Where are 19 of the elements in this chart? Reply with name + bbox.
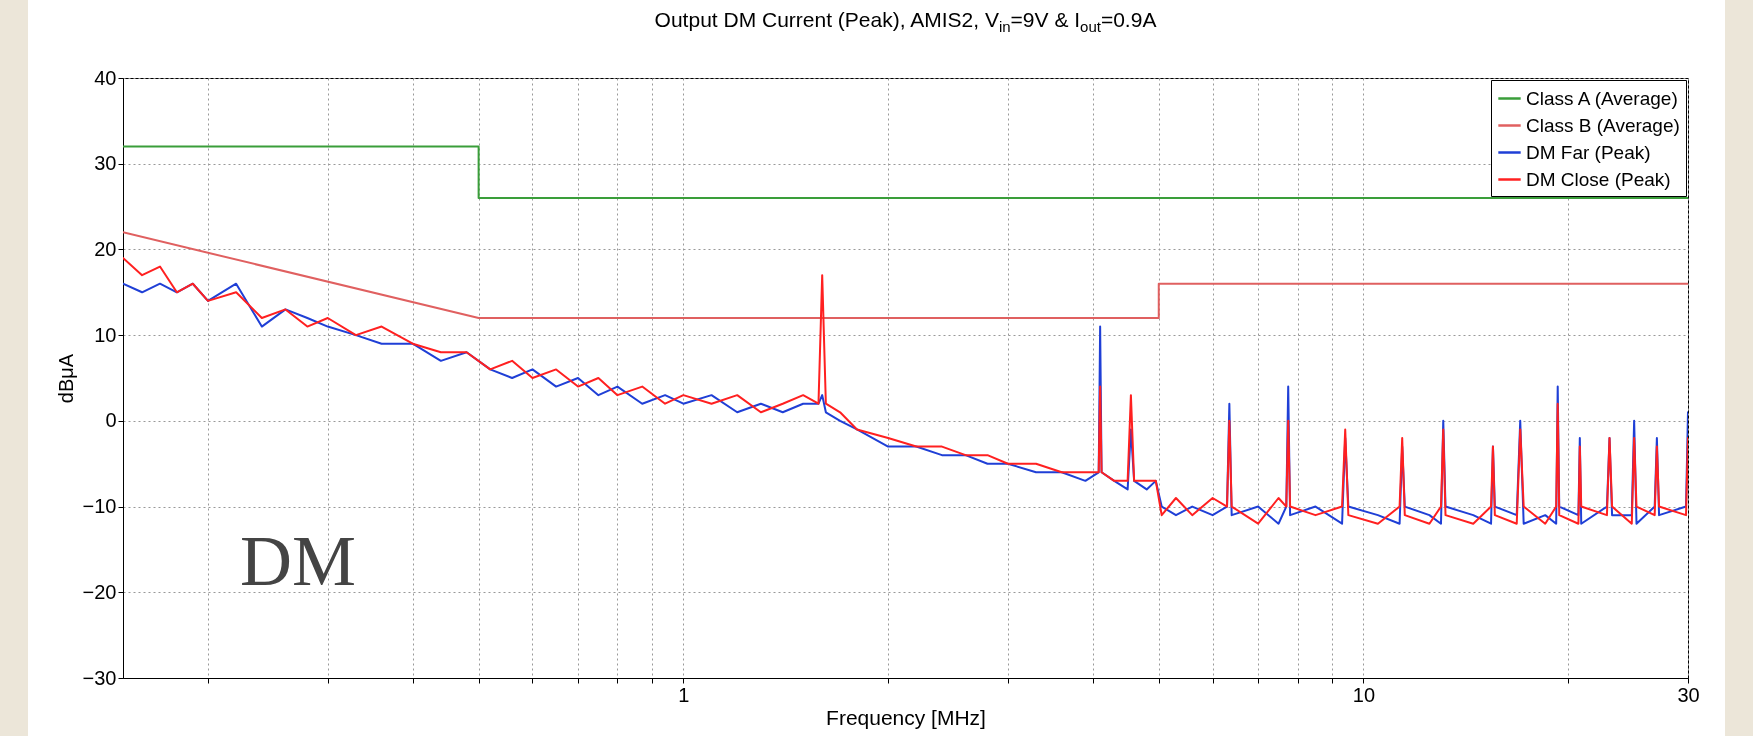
- y-tick-label: 10: [94, 323, 117, 346]
- y-tick-label: −20: [82, 580, 117, 603]
- legend-label: Class B (Average): [1526, 114, 1680, 136]
- y-tick-label: 0: [105, 409, 117, 432]
- y-tick-label: 20: [94, 237, 117, 260]
- y-tick-label: −30: [82, 666, 117, 689]
- x-tick-label: 10: [1352, 683, 1376, 706]
- x-axis-title: Frequency [MHz]: [826, 705, 986, 729]
- y-tick-label: −10: [82, 495, 117, 518]
- chart-title: Output DM Current (Peak), AMIS2, V$_{in}$=9V & I$_{out}$=0.9A: [653, 8, 1158, 36]
- legend-label: DM Close (Peak): [1526, 168, 1671, 190]
- y-tick-label: 40: [94, 66, 117, 89]
- y-tick-label: 30: [94, 152, 117, 175]
- x-tick-label: 1: [678, 683, 690, 706]
- legend-label: DM Far (Peak): [1526, 141, 1651, 163]
- legend-label: Class A (Average): [1526, 87, 1678, 109]
- y-axis-title: dBμA: [54, 353, 77, 404]
- x-tick-label: 30: [1677, 683, 1700, 706]
- annotation: DM: [240, 520, 357, 603]
